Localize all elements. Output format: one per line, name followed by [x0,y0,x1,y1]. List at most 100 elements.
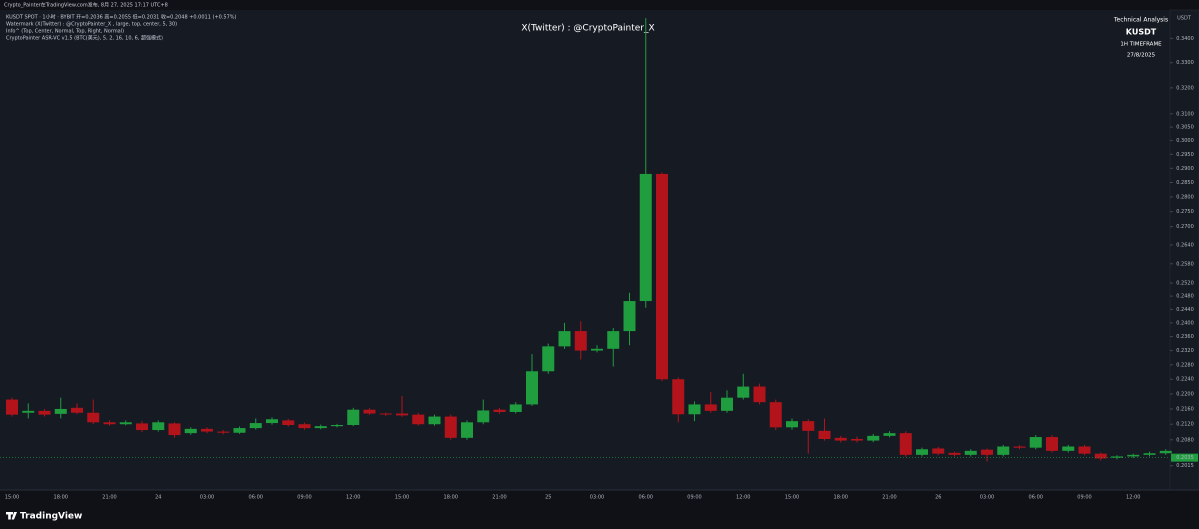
y-tick-label: 0.2440 [1176,307,1194,313]
candle-body [201,428,213,432]
x-tick-label: 15:00 [5,495,19,501]
x-tick-label: 21:00 [492,495,506,501]
x-tick-label: 12:00 [736,495,750,501]
candle-body [1159,450,1172,454]
y-tick-label: 0.2360 [1176,334,1194,340]
candle-body [981,449,993,455]
y-tick-label: 0.2400 [1176,320,1194,326]
candle-body [753,386,766,403]
x-tick-label: 03:00 [980,495,994,501]
candle-body [71,407,83,413]
candle-body [314,426,327,429]
candle-body [542,346,555,372]
candle-body [1062,446,1075,451]
candle-body [704,404,717,411]
y-tick-label: 0.2640 [1176,243,1194,249]
candle-body [363,409,376,414]
candle-body [266,419,278,424]
x-tick-label: 18:00 [54,495,68,501]
candle-body [1143,453,1156,455]
y-tick-label: 0.2200 [1176,391,1194,397]
y-tick-label: 0.3300 [1176,60,1194,66]
x-tick-label: 06:00 [1029,495,1043,501]
candle-body [607,331,620,349]
candle-body [184,428,197,434]
candle-body [574,331,587,351]
y-tick-label: 0.2520 [1176,281,1194,287]
y-tick-label: 0.2120 [1176,422,1194,428]
x-tick-label: 09:00 [1077,495,1091,501]
x-tick-label: 26 [935,495,941,501]
candle-body [298,424,311,429]
candle-body [558,331,571,347]
candle-body [168,423,181,436]
logo-text: TradingView [20,512,82,522]
candle-body [672,379,685,415]
candle-body [461,422,473,438]
info-date: 27/8/2025 [1127,53,1156,59]
candle-body [818,430,831,440]
candle-body [786,421,798,428]
candle-body [1094,453,1107,459]
header: Crypto_Painter在TradingView.com发布, 8月 27,… [4,2,168,9]
candle-body [1013,446,1026,448]
candle-body [103,422,116,425]
footer-bar [0,505,1199,529]
legend-line: KUSDT SPOT · 1小时 · BYBIT 开=0.2036 高=0.20… [6,14,237,21]
candle-body [883,433,896,436]
x-tick-label: 06:00 [639,495,653,501]
candle-body [22,410,35,413]
candle-body [54,408,67,414]
y-tick-label: 0.2320 [1176,348,1194,354]
candle-body [867,435,880,441]
candle-body [737,386,750,398]
candle-body [1029,437,1042,448]
y-tick-label: 0.2850 [1176,180,1194,186]
candle-body [802,421,815,431]
candle-body [932,448,945,454]
y-tick-label: 0.3100 [1176,111,1194,117]
candle-body [396,413,408,416]
candle-body [964,450,977,455]
y-tick-label: 0.2950 [1176,152,1194,158]
y-tick-label: 0.2160 [1176,406,1194,412]
candle-body [331,424,343,427]
y-tick-label: 0.2280 [1176,362,1194,368]
candle-body [899,433,912,455]
y-tick-label: 0.2900 [1176,166,1194,172]
candle-body [623,301,636,332]
plot-area [0,10,1170,490]
candle-body [87,412,100,423]
x-tick-label: 09:00 [687,495,701,501]
x-tick-label: 25 [545,495,551,501]
candle-body [1111,456,1123,458]
candle-body [526,371,538,405]
x-tick-label: 15:00 [395,495,409,501]
candle-body [997,446,1010,455]
candle-body [444,416,457,438]
y-tick-label: 0.3400 [1176,36,1194,42]
last-price-box [1171,453,1198,462]
logo: TradingView [6,512,82,522]
x-tick-label: 12:00 [346,495,360,501]
candle-body [6,399,18,415]
x-tick-label: 03:00 [590,495,604,501]
price-axis [1169,9,1199,491]
candle-body [1078,446,1091,454]
candle-body [1127,454,1140,457]
x-tick-label: 21:00 [102,495,116,501]
candle-body [428,416,441,425]
y-tick-label: 0.2080 [1176,437,1194,443]
candle-body [477,410,490,423]
candle-body [948,452,961,455]
y-tick-label: 0.2750 [1176,209,1194,215]
candle-body [136,423,148,431]
y-tick-label: 0.3200 [1176,85,1194,91]
watermark: X(Twitter) : @CryptoPainter_X [521,24,654,34]
logo-mark [6,512,17,520]
legend-line: CryptoPainter ASR-VC v1.5 (BTC(美元), 5, 2… [6,35,163,42]
x-tick-label: 21:00 [882,495,896,501]
candle-body [656,173,668,380]
x-tick-label: 24 [155,495,161,501]
